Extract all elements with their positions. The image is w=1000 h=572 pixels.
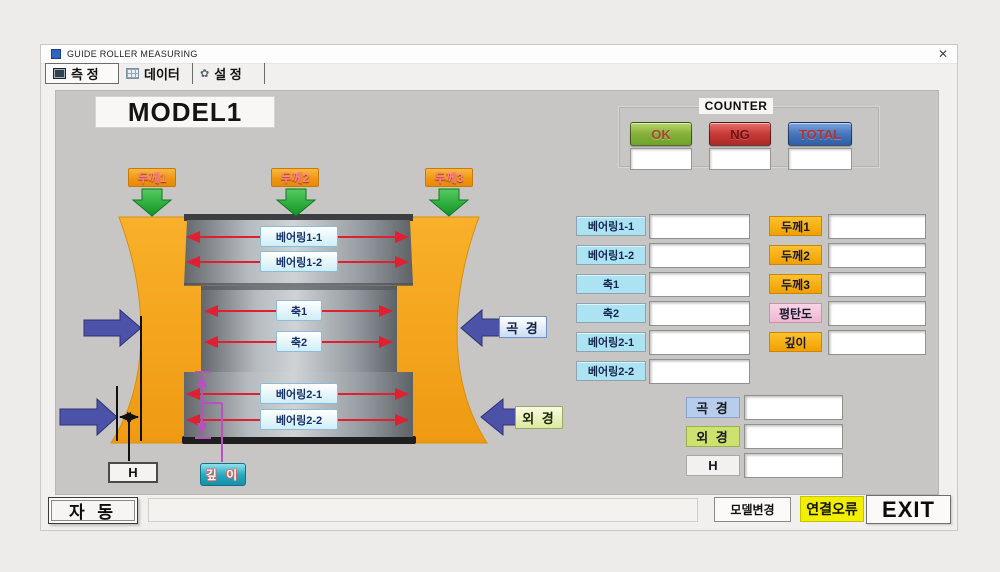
counter-title: COUNTER [699, 98, 773, 114]
thickness3-label: 두께3 [769, 274, 822, 294]
bearing2-1-value [649, 330, 750, 355]
ng-counter-button[interactable]: NG [709, 122, 771, 146]
outer-diameter-value [744, 424, 843, 449]
bearing1-2-label: 베어링1-2 [576, 245, 646, 265]
thickness1-value [828, 214, 926, 239]
h-label: H [686, 455, 740, 476]
data-tab-icon [126, 68, 139, 79]
thickness2-value [828, 243, 926, 268]
h-tag: H [108, 462, 158, 483]
shaft2-tag: 축2 [276, 331, 322, 352]
tab-measure-label: 측 정 [71, 67, 99, 82]
bearing2-2-value [649, 359, 750, 384]
shaft1-label: 축1 [576, 274, 646, 294]
curve-diameter-value [744, 395, 843, 420]
middle-cylinder [201, 286, 397, 372]
bearing1-2-tag: 베어링1-2 [260, 251, 338, 272]
tab-measure[interactable]: 측 정 [45, 63, 119, 84]
left-lower-arrow [59, 397, 118, 437]
thickness1-tag: 두께1 [128, 168, 176, 187]
title-bar [41, 45, 957, 64]
middle-cylinder-edge [201, 286, 397, 290]
h-value [744, 453, 843, 478]
right-flange [391, 216, 488, 444]
model-change-button[interactable]: 모델변경 [714, 497, 791, 522]
outer-diameter-label: 외 경 [686, 426, 740, 447]
depth-tag: 깊 이 [200, 463, 246, 486]
ok-count-value [630, 148, 692, 170]
window-title: GUIDE ROLLER MEASURING [67, 49, 198, 59]
bearing1-1-label: 베어링1-1 [576, 216, 646, 236]
measure-tab-icon [53, 68, 66, 79]
shaft2-value [649, 301, 750, 326]
connection-error-badge: 연결오류 [800, 496, 864, 522]
bearing2-1-tag: 베어링2-1 [260, 383, 338, 404]
close-icon[interactable]: ✕ [937, 47, 949, 61]
left-upper-arrow [83, 308, 142, 348]
depth-dimension-lines [195, 371, 223, 462]
auto-button[interactable]: 자 동 [48, 497, 138, 524]
h-dimension-lines [116, 316, 142, 461]
curve-diameter-tag: 곡 경 [499, 316, 547, 338]
ng-count-value [709, 148, 771, 170]
tab-data-label: 데이터 [144, 67, 180, 82]
tab-data[interactable]: 데이터 [119, 63, 193, 84]
model-name-box: MODEL1 [95, 96, 275, 128]
status-field [148, 498, 698, 522]
shaft1-value [649, 272, 750, 297]
app-icon [51, 49, 61, 59]
total-count-value [788, 148, 852, 170]
top-cylinder-rim [184, 214, 413, 221]
flatness-value [828, 301, 926, 326]
bearing1-1-tag: 베어링1-1 [260, 226, 338, 247]
thickness2-label: 두께2 [769, 245, 822, 265]
outer-diameter-tag: 외 경 [515, 406, 563, 429]
thickness3-tag: 두께3 [425, 168, 473, 187]
thickness3-value [828, 272, 926, 297]
tab-settings[interactable]: ✿ 설 정 [193, 63, 265, 84]
curve-diameter-label: 곡 경 [686, 397, 740, 418]
depth-value [828, 330, 926, 355]
bearing1-2-value [649, 243, 750, 268]
probe-arrows-blue [59, 308, 517, 437]
bearing2-1-label: 베어링2-1 [576, 332, 646, 352]
thickness1-label: 두께1 [769, 216, 822, 236]
tab-settings-label: 설 정 [214, 67, 242, 82]
shaft1-tag: 축1 [276, 300, 322, 321]
bearing2-2-label: 베어링2-2 [576, 361, 646, 381]
roller-base-shadow [182, 436, 416, 444]
total-counter-button[interactable]: TOTAL [788, 122, 852, 146]
outer-arrow [480, 397, 517, 437]
flatness-label: 평탄도 [769, 303, 822, 323]
gear-icon: ✿ [200, 67, 210, 80]
top-cylinder-edge [184, 283, 413, 286]
shaft2-label: 축2 [576, 303, 646, 323]
ok-counter-button[interactable]: OK [630, 122, 692, 146]
roller-diagram [59, 188, 517, 462]
exit-button[interactable]: EXIT [866, 495, 951, 524]
bearing1-1-value [649, 214, 750, 239]
depth-label: 깊이 [769, 332, 822, 352]
thickness2-tag: 두께2 [271, 168, 319, 187]
bearing2-2-tag: 베어링2-2 [260, 409, 338, 430]
thickness-arrows-green [131, 188, 470, 217]
